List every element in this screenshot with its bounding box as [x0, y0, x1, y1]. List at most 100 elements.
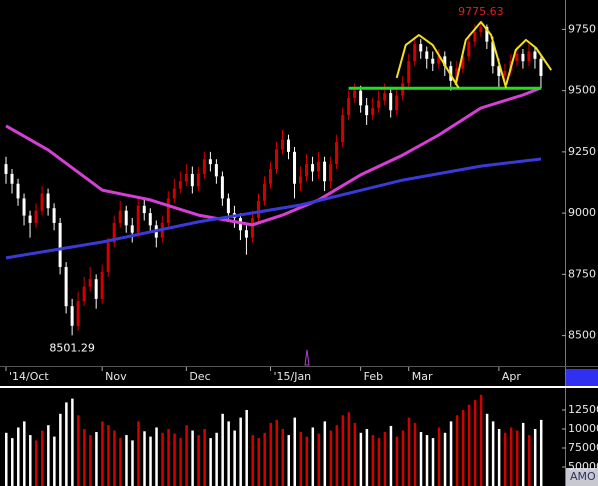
volume-bar: [185, 425, 188, 486]
volume-bar: [161, 432, 164, 486]
volume-bar: [71, 398, 74, 486]
indicator-line: [5, 157, 542, 260]
volume-bar: [455, 415, 459, 486]
candle-body: [94, 279, 98, 299]
candle-body: [190, 173, 194, 187]
volume-bar: [539, 419, 543, 486]
volume-bar: [437, 427, 441, 486]
candle-body: [485, 26, 489, 42]
candle-body: [437, 56, 441, 64]
volume-bar: [107, 425, 110, 486]
volume-bar: [83, 429, 86, 486]
volume-bar: [197, 435, 200, 486]
candle-body: [377, 100, 381, 108]
candle-body: [359, 90, 363, 106]
volume-bar: [137, 421, 140, 486]
candle-body: [407, 61, 411, 84]
candle-body: [256, 200, 260, 219]
volume-bar: [119, 438, 122, 486]
candle-body: [244, 230, 248, 238]
indicator-line: [454, 21, 508, 89]
candle-body: [533, 51, 537, 59]
candle-body: [28, 215, 32, 223]
candle-body: [431, 58, 435, 64]
volume-bar: [473, 400, 477, 486]
candle-body: [214, 164, 218, 177]
candle-body: [425, 51, 429, 59]
volume-bar: [23, 421, 26, 486]
candle-body: [389, 93, 393, 111]
candle-body: [4, 164, 8, 174]
volume-bar: [467, 404, 471, 486]
volume-bar: [377, 438, 381, 486]
candle-body: [226, 198, 230, 214]
y-tick-label: 8500: [568, 329, 596, 342]
volume-bar: [11, 438, 14, 486]
volume-bar: [407, 417, 411, 486]
candle-body: [383, 93, 387, 101]
candle-body: [118, 210, 122, 223]
volume-bar: [443, 432, 447, 486]
indicator-line: [395, 34, 460, 89]
volume-bar: [335, 425, 339, 486]
x-tick-label: '15/Jan: [273, 370, 311, 383]
volume-bar: [533, 429, 537, 486]
volume-bar: [527, 435, 531, 486]
volume-bar: [179, 438, 182, 486]
volume-bar: [431, 438, 435, 486]
volume-bar: [275, 419, 278, 486]
y-tick-label: 9500: [568, 84, 596, 97]
volume-bar: [413, 422, 417, 486]
volume-bar: [59, 413, 62, 486]
y-tick-label: 9250: [568, 145, 596, 158]
candle-body: [293, 151, 297, 184]
annotation: 9775.63: [458, 5, 504, 18]
volume-bar: [509, 427, 513, 486]
candle-body: [329, 164, 333, 182]
volume-bar: [245, 410, 248, 486]
candle-body: [250, 218, 254, 238]
volume-tick-label: 75000: [568, 441, 598, 454]
candle-body: [268, 169, 272, 184]
candle-body: [323, 161, 327, 182]
candle-body: [419, 44, 423, 52]
candle-body: [527, 51, 531, 62]
volume-bar: [149, 436, 152, 486]
volume-bar: [341, 415, 345, 486]
candle-body: [196, 173, 200, 187]
volume-bar: [143, 431, 146, 486]
volume-bar: [41, 430, 44, 486]
volume-bar: [515, 430, 519, 486]
x-tick-label: Mar: [412, 370, 433, 383]
candle-body: [317, 161, 321, 172]
candle-body: [184, 173, 188, 182]
volume-bar: [497, 429, 501, 486]
volume-bar: [491, 421, 495, 486]
volume-bar: [101, 421, 104, 486]
volume-bar: [47, 425, 50, 486]
volume-bar: [215, 432, 218, 486]
volume-bar: [269, 422, 272, 486]
volume-label: AMO: [570, 470, 596, 483]
candle-body: [311, 164, 315, 172]
candle-body: [106, 242, 110, 272]
candle-body: [287, 139, 291, 152]
candle-body: [58, 222, 62, 268]
volume-bar: [503, 432, 507, 486]
candle-body: [335, 142, 339, 165]
candle-body: [70, 306, 74, 326]
volume-bar: [479, 394, 483, 486]
candle-body: [202, 159, 206, 174]
candle-body: [353, 90, 357, 98]
candle-body: [479, 26, 483, 32]
x-tick-label: Dec: [189, 370, 210, 383]
volume-bar: [293, 417, 297, 486]
volume-bar: [209, 438, 212, 486]
volume-bar: [203, 429, 206, 486]
volume-bar: [191, 430, 194, 486]
candle-body: [130, 225, 134, 233]
candle-body: [347, 97, 351, 116]
candle-body: [455, 68, 459, 81]
candle-body: [341, 115, 345, 143]
